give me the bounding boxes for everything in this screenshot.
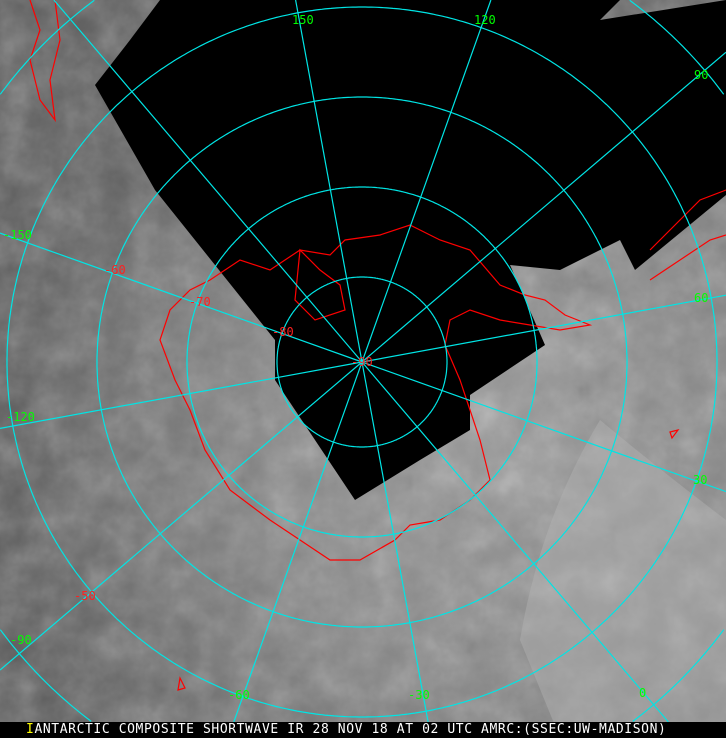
graticule — [0, 0, 726, 723]
latitude-circle — [6, 6, 718, 718]
meridian-line — [295, 0, 363, 363]
meridian-line — [361, 51, 726, 363]
meridian-line — [361, 361, 429, 723]
lat-label: -50 — [74, 589, 96, 603]
caption-text: ANTARCTIC COMPOSITE SHORTWAVE IR 28 NOV … — [34, 722, 667, 737]
lon-label: 90 — [694, 68, 708, 82]
no-data-region — [95, 0, 726, 500]
latitude-circle — [186, 186, 538, 538]
meridian-line — [0, 361, 363, 429]
lon-label: 120 — [474, 13, 496, 27]
lon-label: 30 — [693, 473, 707, 487]
lon-label: 0 — [639, 686, 646, 700]
meridian-line — [0, 232, 363, 363]
lat-label: -60 — [104, 263, 126, 277]
latitude-circle — [96, 96, 628, 628]
lon-label: -60 — [228, 688, 250, 702]
lon-label: -30 — [408, 688, 430, 702]
lon-label: -150 — [3, 228, 32, 242]
lat-label: -90 — [351, 355, 373, 369]
image-caption: IANTARCTIC COMPOSITE SHORTWAVE IR 28 NOV… — [0, 722, 726, 738]
lon-label: -120 — [6, 410, 35, 424]
lon-label: 150 — [292, 13, 314, 27]
meridian-line — [361, 294, 726, 363]
meridian-line — [361, 361, 669, 723]
caption-marker: I — [26, 722, 35, 737]
lon-label: 60 — [694, 291, 708, 305]
meridian-line — [361, 361, 726, 493]
meridian-line — [361, 0, 492, 363]
cloud-band — [520, 420, 726, 738]
lat-label: -80 — [272, 325, 294, 339]
lat-label: -70 — [189, 295, 211, 309]
meridian-line — [0, 361, 363, 671]
graticule-labels: 150 120 90 60 30 0 -30 -60 -90 -120 -150… — [3, 13, 708, 702]
lon-label: -90 — [10, 633, 32, 647]
meridian-line — [233, 361, 363, 723]
meridian-line — [53, 0, 363, 363]
latitude-circle — [0, 0, 725, 722]
latitude-circle — [276, 276, 448, 448]
